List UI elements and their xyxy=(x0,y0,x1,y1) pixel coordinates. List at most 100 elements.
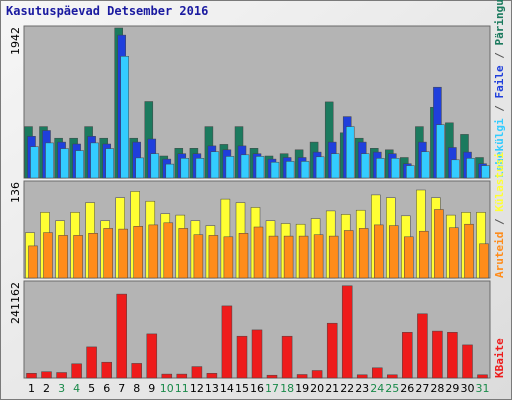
day-label-7: 7 xyxy=(118,382,125,395)
bar-middle-2-day-8 xyxy=(133,226,143,279)
bar-middle-2-day-4 xyxy=(73,235,83,279)
day-label-13: 13 xyxy=(205,382,219,395)
bar-bottom-1-day-8 xyxy=(131,363,142,379)
bar-middle-2-day-15 xyxy=(238,233,249,279)
day-label-1: 1 xyxy=(28,382,35,395)
bar-middle-2-day-18 xyxy=(283,235,294,279)
bar-middle-2-day-17 xyxy=(268,235,279,279)
bar-top-3-day-1 xyxy=(30,146,39,179)
legend-top: Lehekülgi / Faile / Päringuid xyxy=(493,0,506,178)
legend-item: Faile xyxy=(493,65,506,98)
bar-top-3-day-14 xyxy=(225,156,235,179)
bar-top-3-day-28 xyxy=(436,124,445,179)
bar-bottom-1-day-29 xyxy=(447,332,458,379)
bar-top-3-day-20 xyxy=(315,156,325,179)
day-label-22: 22 xyxy=(340,382,354,395)
bar-bottom-1-day-7 xyxy=(116,293,127,379)
legend-bottom: KBaite xyxy=(493,338,506,378)
day-label-4: 4 xyxy=(73,382,80,395)
bar-middle-2-day-14 xyxy=(223,236,234,279)
bar-top-3-day-15 xyxy=(240,154,250,179)
bar-middle-2-day-23 xyxy=(358,228,369,279)
bar-bottom-1-day-24 xyxy=(372,367,383,379)
bar-top-3-day-10 xyxy=(165,163,175,179)
bar-bottom-1-day-5 xyxy=(86,346,97,379)
bar-top-3-day-19 xyxy=(300,161,310,179)
chart-title: Kasutuspäevad Detsember 2016 xyxy=(6,4,208,18)
bar-bottom-1-day-11 xyxy=(176,373,188,379)
bar-bottom-1-day-28 xyxy=(432,330,443,379)
day-label-17: 17 xyxy=(265,382,279,395)
bar-middle-2-day-1 xyxy=(28,245,38,279)
day-label-9: 9 xyxy=(148,382,155,395)
bar-top-3-day-18 xyxy=(285,161,295,179)
ymax-label-top: 1942 xyxy=(9,27,22,55)
bar-top-3-day-23 xyxy=(360,153,370,179)
bar-middle-2-day-11 xyxy=(178,228,189,279)
bar-bottom-1-day-14 xyxy=(221,305,233,379)
bar-middle-2-day-7 xyxy=(118,228,128,279)
bar-top-3-day-13 xyxy=(210,151,220,179)
bar-bottom-1-day-30 xyxy=(462,344,473,379)
bar-top-3-day-31 xyxy=(481,165,490,179)
bar-middle-2-day-29 xyxy=(449,227,459,279)
bar-middle-2-day-27 xyxy=(419,230,429,279)
day-label-3: 3 xyxy=(58,382,65,395)
bar-bottom-1-day-16 xyxy=(251,329,263,379)
day-label-6: 6 xyxy=(103,382,110,395)
bar-bottom-1-day-27 xyxy=(417,313,428,379)
bar-middle-2-day-5 xyxy=(88,233,98,279)
bar-top-3-day-9 xyxy=(150,153,160,179)
bar-middle-2-day-30 xyxy=(464,223,474,279)
bar-middle-2-day-24 xyxy=(374,224,384,279)
day-label-23: 23 xyxy=(355,382,369,395)
bar-top-3-day-26 xyxy=(406,165,415,179)
bar-bottom-1-day-17 xyxy=(266,374,278,379)
bar-top-3-day-16 xyxy=(255,156,265,179)
bar-bottom-1-day-22 xyxy=(341,285,353,379)
bar-bottom-1-day-9 xyxy=(146,333,158,379)
bar-bottom-1-day-15 xyxy=(236,335,248,379)
bar-middle-2-day-6 xyxy=(103,228,113,279)
bar-bottom-1-day-23 xyxy=(356,374,368,379)
bar-middle-2-day-20 xyxy=(313,234,324,279)
bar-middle-2-day-9 xyxy=(148,224,159,279)
bar-middle-2-day-16 xyxy=(253,226,264,279)
bar-middle-2-day-12 xyxy=(193,234,204,279)
bar-top-3-day-30 xyxy=(466,158,475,179)
legend-item: KBaite xyxy=(493,338,506,378)
bar-top-3-day-17 xyxy=(270,161,280,179)
bar-top-3-day-22 xyxy=(345,126,355,179)
bar-middle-2-day-28 xyxy=(434,209,444,279)
bar-top-3-day-29 xyxy=(451,159,460,179)
bar-middle-2-day-3 xyxy=(58,235,68,279)
legend-item: Lehekülgi xyxy=(493,118,506,178)
day-label-29: 29 xyxy=(445,382,459,395)
bar-middle-2-day-31 xyxy=(479,243,489,279)
bar-top-3-day-6 xyxy=(105,148,114,179)
day-label-12: 12 xyxy=(190,382,204,395)
bar-bottom-1-day-25 xyxy=(387,374,398,379)
bar-bottom-1-day-26 xyxy=(402,332,413,379)
bar-middle-2-day-19 xyxy=(298,235,309,279)
bar-top-3-day-8 xyxy=(135,157,144,179)
bar-top-3-day-11 xyxy=(180,158,190,179)
day-label-18: 18 xyxy=(280,382,294,395)
legend-item: Külastusi xyxy=(493,152,506,212)
legend-middle: Aruteid / Külastusi xyxy=(493,152,506,278)
day-label-8: 8 xyxy=(133,382,140,395)
legend-separator: / xyxy=(493,99,506,119)
bar-bottom-1-day-19 xyxy=(296,374,308,379)
legend-item: Päringuid xyxy=(493,0,506,46)
day-label-2: 2 xyxy=(43,382,50,395)
day-label-20: 20 xyxy=(310,382,324,395)
bar-top-3-day-4 xyxy=(75,150,84,179)
day-label-21: 21 xyxy=(325,382,339,395)
legend-separator: / xyxy=(493,46,506,66)
day-label-28: 28 xyxy=(430,382,444,395)
bar-top-3-day-25 xyxy=(391,158,400,179)
day-label-5: 5 xyxy=(88,382,95,395)
bar-bottom-1-day-13 xyxy=(206,373,218,379)
